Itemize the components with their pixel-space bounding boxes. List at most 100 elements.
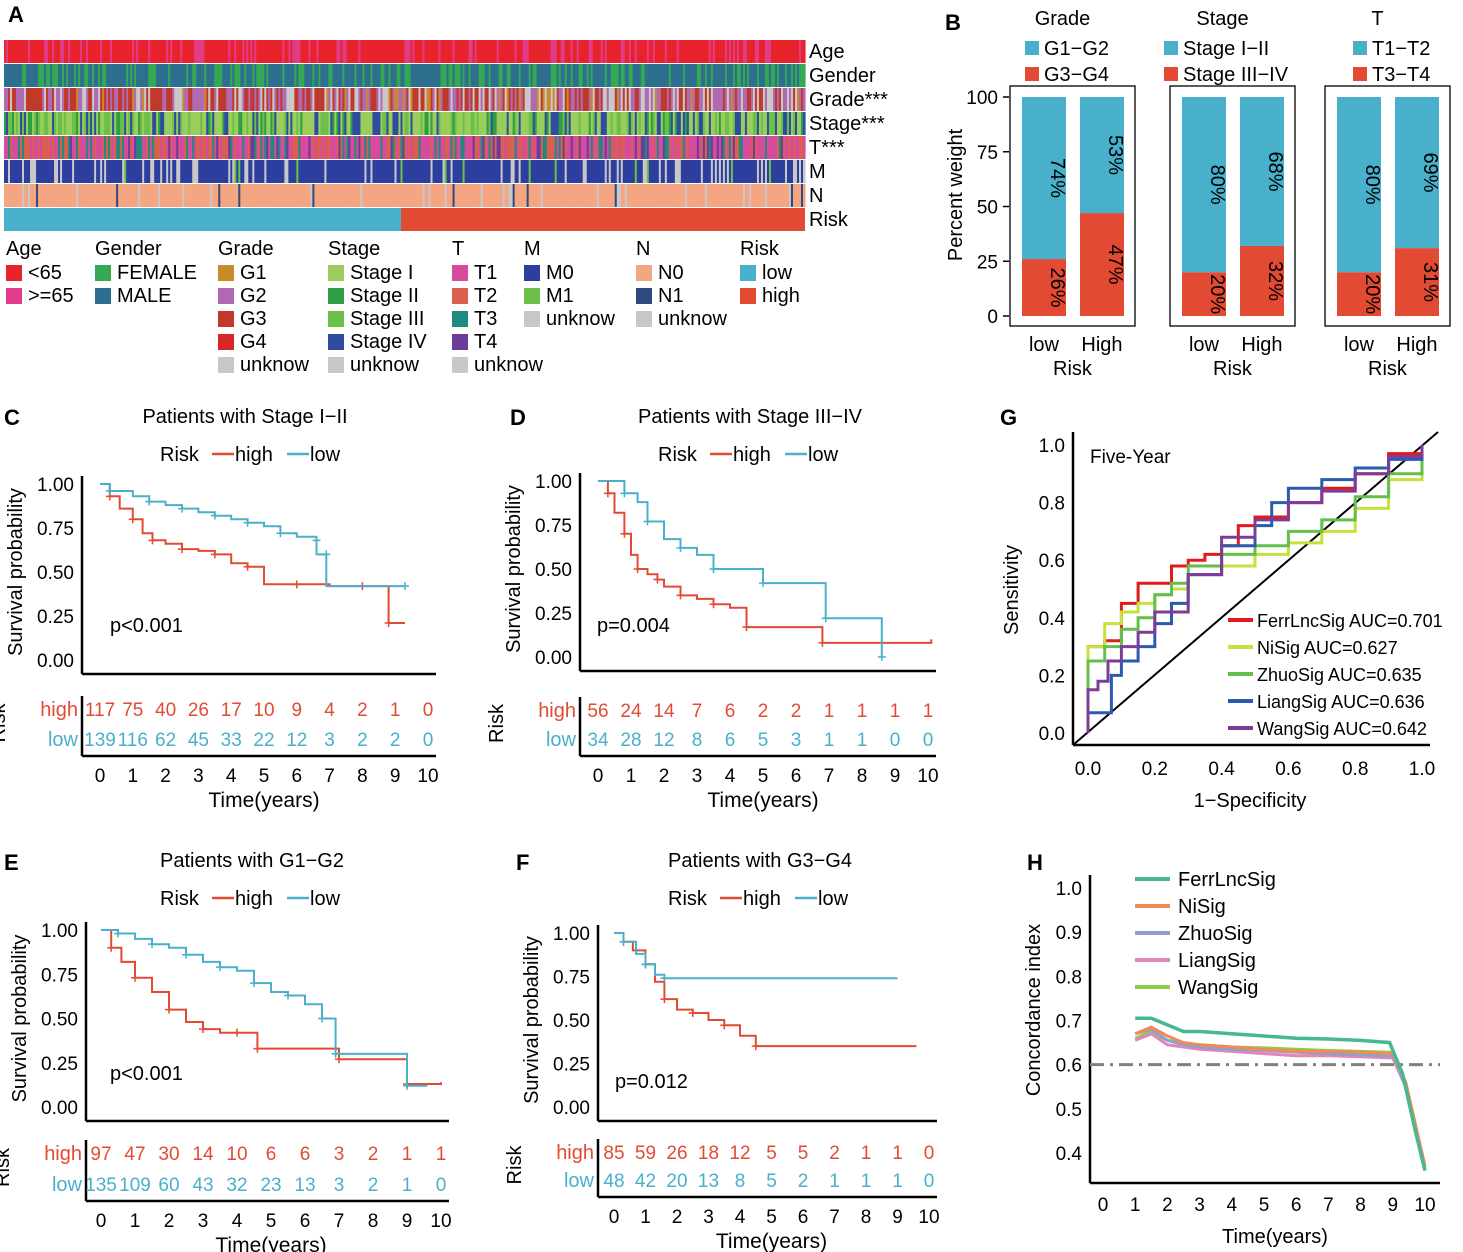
heatmap-cell [698, 64, 702, 87]
heatmap-cell [682, 88, 686, 111]
heatmap-cell [178, 64, 181, 87]
heatmap-cell [126, 40, 129, 63]
heatmap-cell [502, 112, 506, 135]
heatmap-cell [748, 64, 752, 87]
heatmap-cell [634, 112, 638, 135]
heatmap-cell [344, 88, 348, 111]
heatmap-cell [772, 64, 776, 87]
heatmap-cell [436, 160, 440, 183]
heatmap-cell [776, 88, 780, 111]
heatmap-cell [750, 160, 754, 183]
heatmap-cell [640, 136, 644, 159]
heatmap-cell [180, 136, 183, 159]
heatmap-cell [38, 136, 41, 159]
heatmap-cell [206, 88, 209, 111]
heatmap-cell [232, 112, 235, 135]
heatmap-cell [464, 136, 468, 159]
heatmap-cell [552, 40, 556, 63]
risk-table-title: Risk [486, 703, 508, 743]
heatmap-cell [328, 160, 331, 183]
x-tick-label: 10 [430, 1211, 451, 1232]
heatmap-cell [422, 40, 426, 63]
x-tick-label: 5 [758, 766, 769, 787]
heatmap-cell [414, 88, 418, 111]
heatmap-cell [462, 112, 466, 135]
heatmap-cell [4, 112, 7, 135]
heatmap-cell [720, 184, 724, 207]
heatmap-cell [184, 64, 187, 87]
heatmap-cell [238, 112, 241, 135]
heatmap-cell [290, 136, 293, 159]
heatmap-cell [426, 112, 430, 135]
heatmap-cell [644, 112, 648, 135]
heatmap-cell [728, 136, 732, 159]
heatmap-cell [780, 40, 784, 63]
heatmap-cell [650, 184, 654, 207]
heatmap-cell [246, 136, 249, 159]
heatmap-cell [260, 136, 263, 159]
heatmap-cell [292, 160, 295, 183]
heatmap-cell [724, 160, 728, 183]
heatmap-cell [404, 40, 408, 63]
heatmap-cell [254, 88, 257, 111]
heatmap-cell [106, 136, 109, 159]
legend-swatch [740, 288, 756, 304]
heatmap-cell [572, 136, 576, 159]
heatmap-cell [742, 64, 746, 87]
heatmap-cell [200, 184, 203, 207]
heatmap-cell [286, 160, 289, 183]
heatmap-cell [486, 112, 490, 135]
heatmap-cell [162, 40, 165, 63]
heatmap-cell [418, 136, 422, 159]
heatmap-cell [680, 160, 684, 183]
heatmap-cell [650, 160, 654, 183]
heatmap-cell [678, 40, 682, 63]
heatmap-cell [452, 184, 456, 207]
heatmap-cell [64, 64, 67, 87]
heatmap-cell [420, 40, 424, 63]
heatmap-cell [686, 184, 690, 207]
heatmap-cell [684, 64, 688, 87]
heatmap-cell [358, 40, 362, 63]
p-value: p<0.001 [110, 615, 183, 637]
heatmap-cell [240, 64, 243, 87]
heatmap-cell [666, 64, 670, 87]
heatmap-cell [336, 88, 340, 111]
heatmap-cell [584, 136, 588, 159]
heatmap-cell [692, 112, 696, 135]
heatmap-cell [668, 160, 672, 183]
heatmap-cell [156, 112, 159, 135]
heatmap-cell [754, 160, 758, 183]
heatmap-cell [432, 112, 436, 135]
heatmap-cell [94, 40, 97, 63]
heatmap-cell [258, 40, 261, 63]
heatmap-cell [650, 64, 654, 87]
heatmap-cell [474, 184, 478, 207]
heatmap-cell [440, 160, 444, 183]
heatmap-cell [534, 40, 538, 63]
heatmap-cell [574, 88, 578, 111]
heatmap-cell [668, 40, 672, 63]
heatmap-cell [14, 136, 17, 159]
heatmap-cell [350, 136, 354, 159]
heatmap-cell [692, 160, 696, 183]
heatmap-cell [798, 88, 802, 111]
km-curve-low [100, 483, 405, 588]
heatmap-cell [288, 112, 291, 135]
heatmap-cell [14, 88, 17, 111]
heatmap-cell [682, 160, 686, 183]
heatmap-cell [248, 64, 251, 87]
heatmap-cell [358, 136, 362, 159]
heatmap-cell [178, 184, 181, 207]
heatmap-cell [596, 64, 600, 87]
heatmap-cell [544, 136, 548, 159]
heatmap-cell [788, 184, 792, 207]
heatmap-cell [38, 112, 41, 135]
heatmap-cell [456, 88, 460, 111]
heatmap-cell [752, 184, 756, 207]
heatmap-cell [488, 88, 492, 111]
heatmap-cell [146, 88, 149, 111]
heatmap-cell [60, 160, 63, 183]
heatmap-cell [758, 160, 762, 183]
heatmap-cell [486, 160, 490, 183]
